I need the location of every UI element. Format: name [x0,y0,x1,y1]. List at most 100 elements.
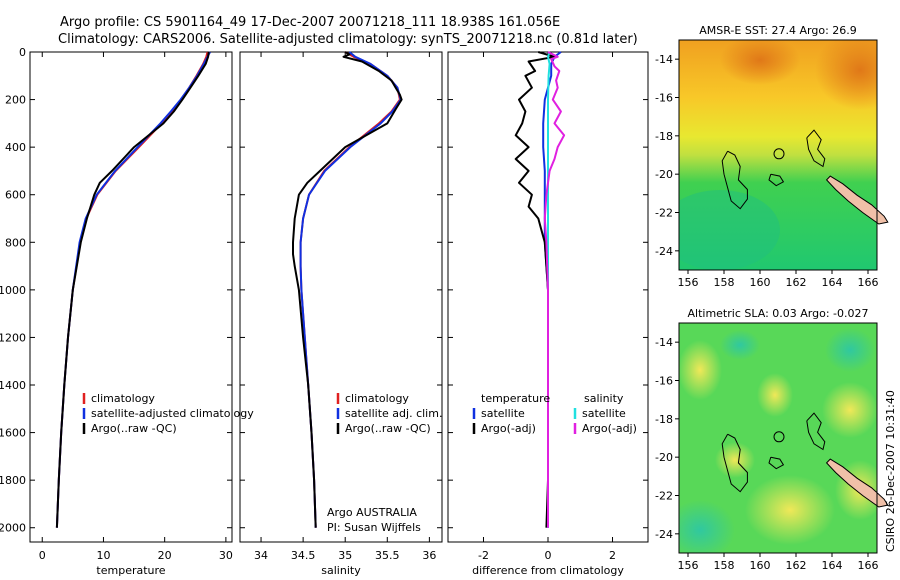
difference-salinity-legend-label: satellite [582,407,626,420]
sst-warm-patch [720,40,800,85]
sla_map-lat-tick-label: -24 [655,528,673,541]
sst_map-lon-tick-label: 166 [858,276,879,289]
argo-program-note: Argo AUSTRALIA [327,506,417,519]
depth-tick-label: 200 [5,94,26,107]
salinity-x-tick-label: 35.5 [375,549,400,562]
sst-warm-patch [815,40,877,110]
sst_map-lat-tick-label: -16 [655,92,673,105]
sla_map-lon-tick-label: 158 [714,559,735,572]
depth-tick-label: 2000 [0,522,26,535]
salinity-panel: 34 34.5 35 35.5 36 salinity climatology satelli… [239,51,443,577]
sst_map-lon-tick-label: 158 [714,276,735,289]
salinity-x-tick-label: 36 [422,549,436,562]
difference-temperature-legend-label: Argo(-adj) [481,422,536,435]
sst-map-frame [678,39,878,271]
temperature-x-axis-label: temperature [96,564,165,577]
sla_map-lon-tick-label: 166 [858,559,879,572]
salinity-legend-label: Argo(..raw -QC) [345,422,431,435]
side-timestamp: CSIRO 26-Dec-2007 10:31:40 [884,390,897,552]
difference-x-tick-label: 2 [609,549,616,562]
depth-tick-label: 1200 [0,331,26,344]
temperature-legend-label: Argo(..raw -QC) [91,422,177,435]
difference-x-tick-label: -2 [478,549,489,562]
difference-legend-temperature-header: temperature [481,392,550,405]
difference-x-tick-label: 0 [545,549,552,562]
difference-series-salinity-argo-adj- [543,51,566,528]
sst_map-lat-tick-label: -14 [655,53,673,66]
sla-map: Altimetric SLA: 0.03 Argo: -0.027 156 158… [655,307,889,572]
sst-map: AMSR-E SST: 27.4 Argo: 26.9 156 158 160 162… [655,24,889,289]
sla_map-lat-tick-label: -14 [655,336,673,349]
sla-high-patch [745,475,835,545]
temperature-x-tick-label: 30 [219,549,233,562]
depth-tick-label: 800 [5,236,26,249]
sst_map-lat-tick-label: -20 [655,168,673,181]
depth-tick-label: 1600 [0,427,26,440]
sla-low-patch [679,500,735,553]
sst_map-lat-tick-label: -18 [655,130,673,143]
salinity-x-axis-label: salinity [321,564,361,577]
sst_map-lon-tick-label: 162 [786,276,807,289]
sla_map-lat-tick-label: -20 [655,451,673,464]
sla-low-patch [720,330,760,360]
temperature-legend-label: climatology [91,392,155,405]
difference-x-axis-label: difference from climatology [472,564,624,577]
reef-contour [806,412,826,451]
temperature-legend-label: satellite-adjusted climatology [91,407,254,420]
sla-map-frame [678,322,878,554]
depth-tick-label: 1400 [0,379,26,392]
sst-map-title: AMSR-E SST: 27.4 Argo: 26.9 [699,24,857,37]
temperature-series-satellite-adjusted-climatology [55,51,211,528]
sst_map-lon-tick-label: 164 [822,276,843,289]
temperature-axes-frame [29,51,233,543]
sla-low-patch [825,328,875,372]
salinity-axes-frame [239,51,443,543]
temperature-series-climatology [55,51,209,528]
salinity-legend-label: climatology [345,392,409,405]
reef-contour [768,173,785,187]
temperature-series-argo-raw-qc- [55,51,210,528]
difference-salinity-legend-label: Argo(-adj) [582,422,637,435]
new-caledonia-coastline [825,458,889,508]
depth-tick-label: 600 [5,189,26,202]
sla-high-patch [715,442,755,478]
sla_map-lat-tick-label: -22 [655,490,673,503]
difference-legend-salinity-header: salinity [584,392,624,405]
temperature-panel: 0 10 20 30 0 200 400 600 800 1000 1200 1400 1600 1800… [0,46,254,577]
sla_map-lat-tick-label: -18 [655,413,673,426]
sst_map-lon-tick-label: 160 [750,276,771,289]
salinity-legend-label: satellite adj. clim. [345,407,442,420]
temperature-x-tick-label: 20 [158,549,172,562]
sst_map-lat-tick-label: -22 [655,207,673,220]
difference-panel: -2 0 2 difference from climatology temperatu… [447,51,649,577]
salinity-series-climatology [299,51,401,528]
temperature-x-tick-label: 10 [96,549,110,562]
figure-title-line2: Climatology: CARS2006. Satellite-adjuste… [58,32,638,47]
sst-cool-patch [679,190,780,270]
depth-tick-label: 1800 [0,474,26,487]
depth-tick-label: 0 [19,46,26,59]
argo-float-marker [773,148,785,160]
sla-high-patch [822,382,877,438]
sla_map-lon-tick-label: 164 [822,559,843,572]
reef-contour [721,150,748,210]
argo-float-marker [773,431,785,443]
sla_map-lon-tick-label: 160 [750,559,771,572]
sla-high-patch [679,340,722,400]
sst_map-lat-tick-label: -24 [655,245,673,258]
sla-high-patch [757,373,793,417]
sla_map-lon-tick-label: 162 [786,559,807,572]
depth-tick-label: 1000 [0,284,26,297]
reef-contour [806,129,826,168]
sla_map-lon-tick-label: 156 [678,559,699,572]
reef-contour [768,456,785,470]
salinity-x-tick-label: 34 [254,549,268,562]
new-caledonia-coastline [825,175,889,225]
sla_map-lat-tick-label: -16 [655,375,673,388]
depth-tick-label: 400 [5,141,26,154]
figure-title-line1: Argo profile: CS 5901164_49 17-Dec-2007 … [60,15,560,30]
difference-series-temperature-satellite [542,51,562,528]
argo-pi-note: PI: Susan Wijffels [327,521,421,534]
salinity-series-argo-raw-qc- [292,51,403,528]
